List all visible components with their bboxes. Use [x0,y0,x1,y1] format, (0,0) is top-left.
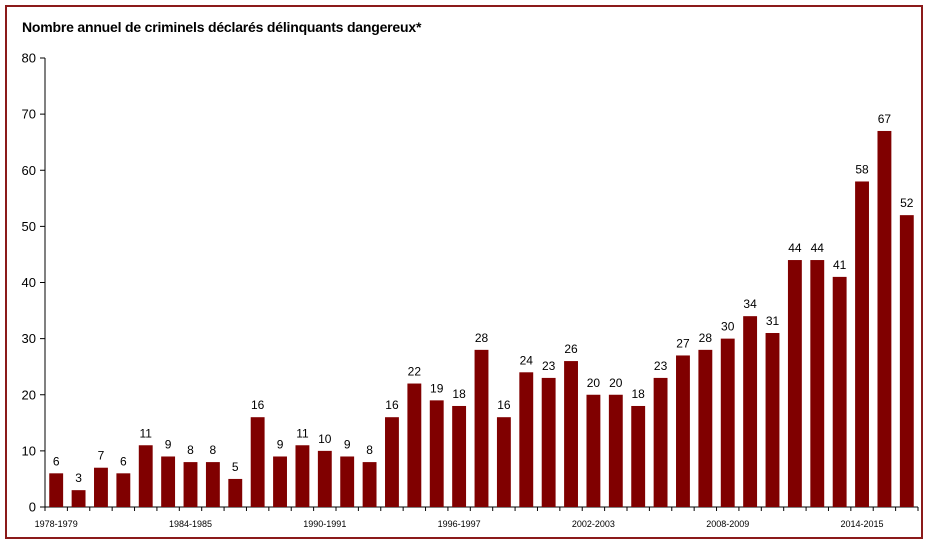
x-tick-label: 1990-1991 [303,519,346,529]
bar [899,215,914,507]
bar [765,333,780,507]
data-label: 28 [699,331,713,345]
bar [71,490,86,507]
x-tick-label: 2008-2009 [706,519,749,529]
bar [810,260,825,507]
data-label: 16 [251,398,265,412]
data-label: 9 [165,437,172,451]
data-label: 18 [452,387,466,401]
y-tick-label: 10 [22,443,36,458]
y-tick-label: 20 [22,387,36,402]
data-label: 19 [430,381,444,395]
bar [541,377,556,507]
data-label: 9 [344,437,351,451]
y-tick-label: 60 [22,163,36,178]
bar [832,276,847,507]
y-tick-label: 40 [22,275,36,290]
bar [720,338,735,507]
data-label: 52 [900,196,914,210]
data-label: 67 [878,112,892,126]
bar [743,316,758,507]
bar [362,462,377,507]
data-label: 11 [139,426,152,440]
bar [608,394,623,507]
bar [138,445,153,507]
data-label: 26 [564,342,578,356]
bar [228,478,243,507]
bar [474,349,489,507]
data-label: 18 [632,387,646,401]
bar [116,473,131,507]
bar [49,473,64,507]
data-label: 8 [187,443,194,457]
data-label: 6 [53,454,60,468]
y-tick-label: 80 [22,51,36,66]
data-label: 22 [408,365,422,379]
data-label: 24 [520,353,534,367]
data-label: 20 [609,376,623,390]
bar [631,405,646,507]
bar [787,260,802,507]
data-label: 41 [833,258,847,272]
x-tick-label: 2014-2015 [841,519,884,529]
chart-frame [5,5,923,539]
bar [877,130,892,507]
bar [586,394,601,507]
data-label: 58 [855,162,869,176]
bar [855,181,869,507]
bar [698,349,713,507]
bar [183,462,198,507]
x-tick-label: 1978-1979 [35,519,78,529]
bar [250,417,265,507]
data-label: 5 [232,460,239,474]
bar [273,456,287,507]
bar [205,462,220,507]
data-label: 27 [676,336,690,350]
bar [496,417,511,507]
bar [295,445,310,507]
bar [676,355,690,507]
x-tick-label: 1984-1985 [169,519,212,529]
bar [94,467,108,507]
bar [317,450,332,507]
data-label: 20 [587,376,601,390]
data-label: 3 [75,471,82,485]
data-label: 30 [721,320,735,334]
data-label: 11 [296,426,309,440]
y-tick-label: 30 [22,331,36,346]
data-label: 6 [120,454,127,468]
bar [385,417,399,507]
data-label: 23 [654,359,668,373]
bar [452,405,467,507]
bar [407,383,422,507]
bar [564,361,578,507]
data-label: 16 [385,398,399,412]
data-label: 31 [766,314,780,328]
data-label: 44 [811,241,825,255]
data-label: 16 [497,398,511,412]
data-label: 9 [277,437,284,451]
bar [340,456,355,507]
chart-title: Nombre annuel de criminels déclarés déli… [22,19,422,35]
y-tick-label: 70 [22,107,36,122]
bar [653,377,668,507]
y-tick-label: 50 [22,219,36,234]
bar [519,372,534,507]
data-label: 44 [788,241,802,255]
data-label: 10 [318,432,332,446]
data-label: 28 [475,331,489,345]
data-label: 7 [98,449,105,463]
data-label: 23 [542,359,556,373]
bar [429,400,444,507]
data-label: 34 [743,297,757,311]
data-label: 8 [366,443,373,457]
x-tick-label: 2002-2003 [572,519,615,529]
x-tick-label: 1996-1997 [438,519,481,529]
data-label: 8 [210,443,217,457]
y-tick-label: 0 [29,500,36,515]
bar [161,456,176,507]
